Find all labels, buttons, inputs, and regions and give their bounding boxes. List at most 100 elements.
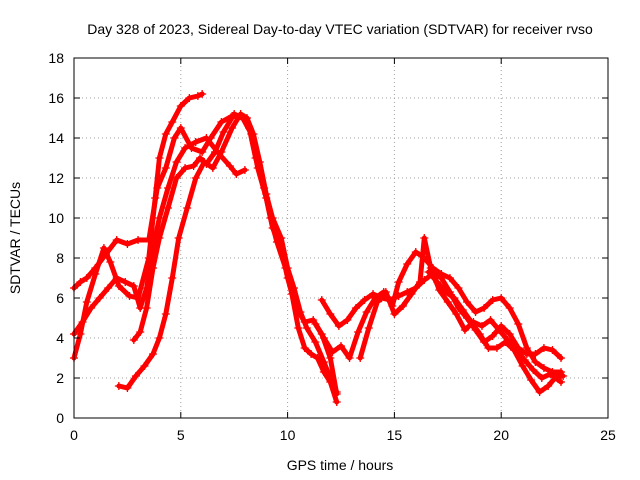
- plus-marker: [129, 336, 138, 344]
- plus-marker: [191, 174, 200, 182]
- plus-marker: [181, 164, 190, 172]
- plus-marker: [281, 264, 290, 272]
- plus-marker: [294, 324, 303, 332]
- y-tick-label: 4: [56, 330, 64, 346]
- plus-marker: [510, 346, 519, 354]
- plus-marker: [174, 234, 183, 242]
- plus-marker: [302, 324, 311, 332]
- axis-ticks: 0 5 10 15 20 25 0 2 4 6 8 10 12 14 16 18: [48, 50, 616, 443]
- plus-marker: [91, 264, 100, 272]
- y-tick-label: 0: [56, 410, 64, 426]
- plus-marker: [300, 344, 309, 352]
- plus-marker: [437, 270, 446, 278]
- plus-marker: [123, 240, 132, 248]
- chart-title: Day 328 of 2023, Sidereal Day-to-day VTE…: [87, 21, 593, 37]
- grid-lines: [74, 58, 608, 418]
- plus-marker: [245, 124, 254, 132]
- y-tick-label: 16: [48, 90, 64, 106]
- series-line: [71, 91, 205, 361]
- plus-marker: [514, 320, 523, 328]
- plus-marker: [208, 164, 217, 172]
- plus-marker: [319, 334, 328, 342]
- plus-marker: [217, 118, 226, 126]
- x-tick-label: 20: [493, 427, 509, 443]
- plus-marker: [390, 310, 399, 318]
- plus-marker: [134, 236, 143, 244]
- plus-marker: [131, 372, 140, 380]
- plus-marker: [189, 162, 198, 170]
- plus-marker: [168, 274, 177, 282]
- plus-marker: [463, 298, 472, 306]
- x-tick-label: 15: [387, 427, 403, 443]
- plus-marker: [407, 290, 416, 298]
- plus-marker: [443, 298, 452, 306]
- data-series: [70, 90, 568, 406]
- plus-marker: [501, 338, 510, 346]
- plus-marker: [403, 260, 412, 268]
- plus-marker: [181, 144, 190, 152]
- plus-marker: [467, 318, 476, 326]
- plus-marker: [334, 322, 343, 330]
- plus-marker: [345, 354, 354, 362]
- plus-marker: [559, 372, 568, 380]
- plus-marker: [484, 344, 493, 352]
- plus-marker: [307, 350, 316, 358]
- plus-marker: [238, 114, 247, 122]
- plus-marker: [161, 130, 170, 138]
- x-tick-label: 10: [280, 427, 296, 443]
- plus-marker: [155, 334, 164, 342]
- plus-marker: [183, 204, 192, 212]
- plus-marker: [176, 124, 185, 132]
- plus-marker: [196, 154, 205, 162]
- plus-marker: [544, 382, 553, 390]
- plus-marker: [328, 348, 337, 356]
- plus-marker: [311, 320, 320, 328]
- plus-marker: [82, 274, 91, 282]
- plus-marker: [411, 248, 420, 256]
- plus-marker: [495, 326, 504, 334]
- plus-marker: [125, 292, 134, 300]
- series-line: [116, 111, 340, 395]
- plus-marker: [114, 282, 123, 290]
- series-track-9: [424, 268, 568, 396]
- plus-marker: [505, 304, 514, 312]
- plus-marker: [488, 332, 497, 340]
- plus-marker: [398, 302, 407, 310]
- plus-marker: [123, 384, 132, 392]
- y-tick-label: 2: [56, 370, 64, 386]
- plus-marker: [486, 316, 495, 324]
- y-tick-label: 12: [48, 170, 64, 186]
- plus-marker: [198, 148, 207, 156]
- plus-marker: [373, 298, 382, 306]
- plus-marker: [326, 378, 335, 386]
- plus-marker: [492, 344, 501, 352]
- plus-marker: [433, 278, 442, 286]
- plus-marker: [518, 362, 527, 370]
- plus-marker: [317, 296, 326, 304]
- plus-marker: [232, 170, 241, 178]
- plus-marker: [537, 374, 546, 382]
- plus-marker: [106, 258, 115, 266]
- plus-marker: [198, 90, 207, 98]
- plus-marker: [78, 318, 87, 326]
- plus-marker: [452, 310, 461, 318]
- plus-marker: [149, 350, 158, 358]
- x-axis-label: GPS time / hours: [287, 457, 394, 473]
- plus-marker: [441, 288, 450, 296]
- plus-marker: [176, 102, 185, 110]
- plus-marker: [394, 278, 403, 286]
- plus-marker: [424, 268, 433, 276]
- plus-marker: [539, 344, 548, 352]
- plus-marker: [362, 308, 371, 316]
- plus-marker: [112, 236, 121, 244]
- plus-marker: [161, 310, 170, 318]
- plus-marker: [557, 378, 566, 386]
- y-axis-label: SDTVAR / TECUs: [7, 182, 23, 294]
- plus-marker: [144, 236, 153, 244]
- plus-marker: [155, 234, 164, 242]
- plus-marker: [225, 162, 234, 170]
- plus-marker: [539, 364, 548, 372]
- plus-marker: [381, 288, 390, 296]
